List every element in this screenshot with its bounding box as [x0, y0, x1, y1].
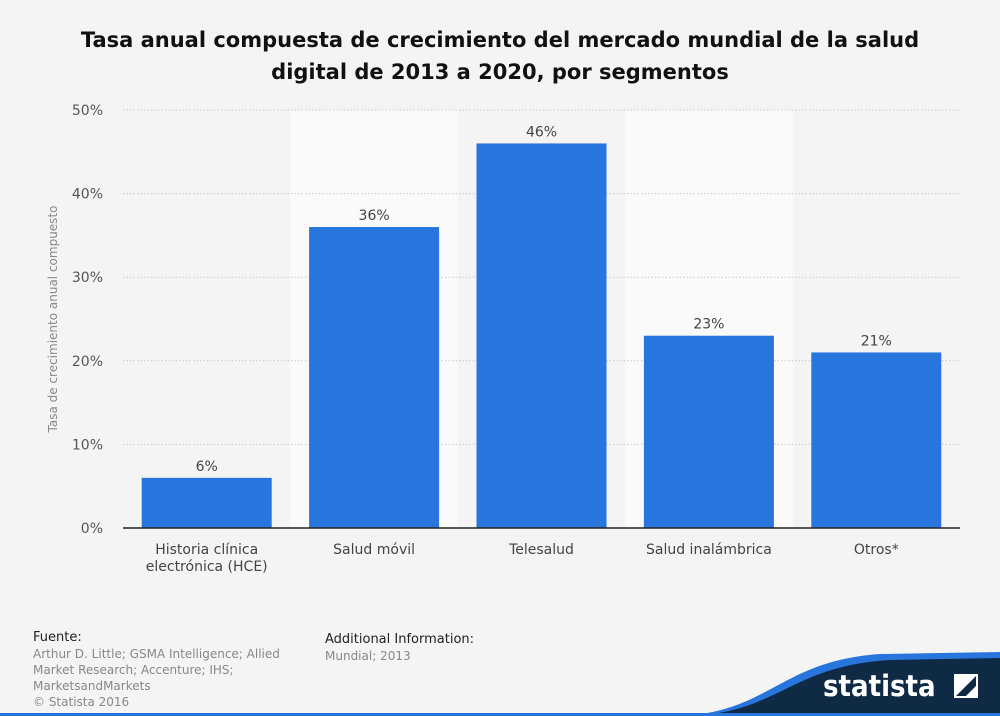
data-label: 36% — [359, 208, 390, 224]
x-tick-label: Otros* — [854, 542, 899, 558]
x-tick-label: electrónica (HCE) — [146, 559, 268, 575]
y-tick-label: 30% — [72, 270, 103, 286]
data-label: 46% — [526, 124, 557, 140]
source-line: MarketsandMarkets — [33, 679, 151, 693]
source-block: Fuente: Arthur D. Little; GSMA Intellige… — [33, 630, 280, 710]
y-tick-label: 0% — [81, 521, 103, 537]
info-text: Mundial; 2013 — [325, 649, 411, 663]
y-axis-label: Tasa de crecimiento anual compuesto — [46, 206, 60, 434]
bar — [309, 227, 440, 529]
x-tick-label: Salud móvil — [333, 542, 415, 558]
source-line: Arthur D. Little; GSMA Intelligence; All… — [33, 647, 280, 661]
bar — [811, 352, 942, 528]
x-tick-label: Telesalud — [508, 542, 574, 558]
source-label: Fuente: — [33, 630, 82, 645]
bar — [643, 335, 774, 528]
data-label: 6% — [196, 459, 218, 475]
y-tick-label: 50% — [72, 103, 103, 119]
svg-text:statista: statista — [823, 669, 936, 703]
bar — [476, 143, 607, 528]
chart-title: Tasa anual compuesta de crecimiento del … — [80, 28, 920, 84]
y-tick-label: 10% — [72, 437, 103, 453]
info-label: Additional Information: — [325, 632, 475, 647]
additional-info: Additional Information: Mundial; 2013 — [325, 632, 474, 664]
y-tick-label: 40% — [72, 187, 103, 203]
bar-chart: 0% 10% 20% 30% 40% 50% Tasa de crecimiento anu… — [46, 103, 960, 575]
bar — [141, 477, 272, 528]
bottom-accent-bar — [0, 713, 1000, 716]
statista-logo: statista — [680, 652, 1000, 716]
source-line: Market Research; Accenture; IHS; — [33, 663, 234, 677]
x-tick-label: Historia clínica — [155, 542, 258, 558]
data-label: 21% — [861, 333, 892, 349]
y-tick-label: 20% — [72, 354, 103, 370]
x-tick-label: Salud inalámbrica — [646, 542, 772, 558]
copyright: © Statista 2016 — [33, 695, 130, 709]
data-label: 23% — [693, 317, 724, 333]
